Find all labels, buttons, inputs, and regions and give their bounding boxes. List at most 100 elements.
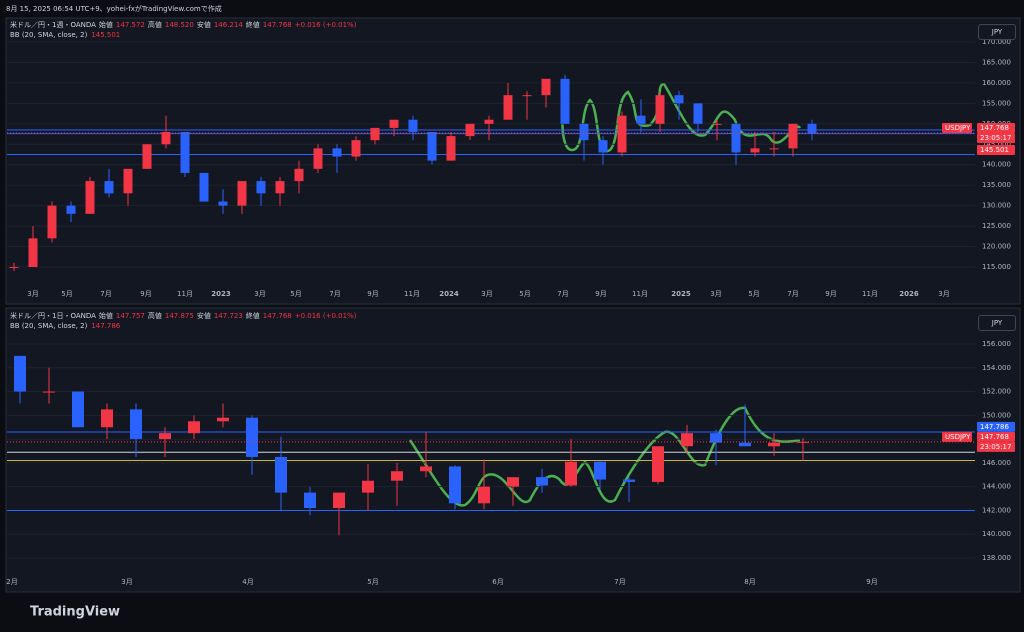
candle-body bbox=[188, 421, 200, 434]
x-tick-label: 2月 bbox=[6, 578, 17, 586]
open-label: 始値 bbox=[98, 312, 113, 320]
y-tick-label: 155.000 bbox=[982, 99, 1011, 107]
candle-body bbox=[14, 355, 26, 392]
last-price: 147.768 bbox=[980, 124, 1009, 132]
x-tick-label: 9月 bbox=[866, 578, 877, 586]
open: 147.572 bbox=[115, 21, 145, 29]
candle-body bbox=[294, 168, 304, 182]
candle-body bbox=[130, 409, 142, 440]
candle-body bbox=[43, 391, 55, 393]
legend-row: 米ドル／円・1週・OANDA 始値 147.572 高値 148.520 安値 146.21… bbox=[10, 20, 359, 30]
low: 147.723 bbox=[213, 312, 243, 320]
symbol: 米ドル／円・1日・OANDA bbox=[10, 312, 96, 320]
open: 147.757 bbox=[115, 312, 145, 320]
symbol: 米ドル／円・1週・OANDA bbox=[10, 21, 96, 29]
candle-body bbox=[712, 123, 722, 125]
candle-body bbox=[104, 181, 114, 194]
candle-body bbox=[218, 201, 228, 206]
candle-body bbox=[85, 181, 95, 214]
candle-body bbox=[623, 479, 635, 482]
x-tick-label: 5月 bbox=[748, 290, 759, 298]
candle-body bbox=[142, 144, 152, 169]
y-tick-label: 140.000 bbox=[982, 530, 1011, 538]
candle-body bbox=[362, 480, 374, 493]
candle-body bbox=[449, 466, 461, 504]
candle-body bbox=[674, 95, 684, 104]
change: +0.016 (+0.01%) bbox=[294, 21, 357, 29]
candle-body bbox=[217, 417, 229, 422]
candle-body bbox=[408, 119, 418, 132]
x-tick-label: 9月 bbox=[367, 290, 378, 298]
candle-body bbox=[391, 471, 403, 481]
candle-body bbox=[731, 123, 741, 153]
x-tick-label: 7月 bbox=[329, 290, 340, 298]
candle-body bbox=[710, 433, 722, 443]
indicator-row: BB (20, SMA, close, 2) 145.501 bbox=[10, 31, 120, 39]
legend-row: 米ドル／円・1日・OANDA 始値 147.757 高値 147.875 安値 147.72… bbox=[10, 311, 359, 321]
bb-price-bg bbox=[977, 144, 1015, 155]
high-label: 高値 bbox=[147, 21, 162, 29]
close: 147.768 bbox=[262, 312, 292, 320]
x-tick-label: 5月 bbox=[367, 578, 378, 586]
y-tick-label: 165.000 bbox=[982, 58, 1011, 66]
y-tick-label: 160.000 bbox=[982, 79, 1011, 87]
x-tick-label: 5月 bbox=[519, 290, 530, 298]
x-tick-label: 2025 bbox=[671, 290, 691, 298]
candle-body bbox=[275, 456, 287, 493]
y-tick-label: 144.000 bbox=[982, 483, 1011, 491]
candle-body bbox=[681, 433, 693, 447]
candle-body bbox=[769, 148, 779, 150]
candle-body bbox=[123, 168, 133, 194]
candle-body bbox=[9, 267, 19, 268]
indicator: BB (20, SMA, close, 2) bbox=[10, 322, 88, 330]
panel-top bbox=[5, 17, 1021, 305]
indicator-row: BB (20, SMA, close, 2) 147.786 bbox=[10, 322, 120, 330]
countdown: 23:05:17 bbox=[980, 134, 1011, 142]
x-tick-label: 2026 bbox=[899, 290, 919, 298]
x-tick-label: 9月 bbox=[140, 290, 151, 298]
candle-body bbox=[522, 95, 532, 97]
high-label: 高値 bbox=[147, 312, 162, 320]
candle-body bbox=[446, 136, 456, 161]
y-tick-label: 125.000 bbox=[982, 222, 1011, 230]
candle-body bbox=[351, 140, 361, 157]
close: 147.768 bbox=[262, 21, 292, 29]
candle-body bbox=[636, 115, 646, 124]
x-tick-label: 2024 bbox=[439, 290, 459, 298]
candle-body bbox=[66, 205, 76, 214]
candle-body bbox=[768, 442, 780, 447]
close-label: 終値 bbox=[245, 312, 260, 320]
x-tick-label: 11月 bbox=[862, 290, 878, 298]
candle-body bbox=[332, 148, 342, 157]
x-tick-label: 11月 bbox=[632, 290, 648, 298]
candle-body bbox=[594, 461, 606, 480]
y-tick-label: 152.000 bbox=[982, 388, 1011, 396]
bb-price-bg bbox=[977, 421, 1015, 432]
x-tick-label: 4月 bbox=[242, 578, 253, 586]
last-price-bg bbox=[977, 431, 1015, 442]
currency-button[interactable]: JPY bbox=[978, 315, 1016, 331]
candle-body bbox=[159, 433, 171, 440]
candle-body bbox=[536, 477, 548, 486]
x-tick-label: 3月 bbox=[121, 578, 132, 586]
candle-body bbox=[256, 181, 266, 194]
ticker: USDJPY bbox=[945, 124, 971, 132]
last-price-bg bbox=[977, 122, 1015, 133]
candle-body bbox=[579, 123, 589, 141]
candle-body bbox=[655, 95, 665, 124]
countdown: 23:05:17 bbox=[980, 443, 1011, 451]
high: 147.875 bbox=[164, 312, 194, 320]
candle-body bbox=[275, 181, 285, 194]
currency-button[interactable]: JPY bbox=[978, 24, 1016, 40]
high: 148.520 bbox=[164, 21, 194, 29]
y-tick-label: 145.000 bbox=[982, 140, 1011, 148]
candle-body bbox=[304, 492, 316, 509]
x-tick-label: 3月 bbox=[254, 290, 265, 298]
y-tick-label: 146.000 bbox=[982, 459, 1011, 467]
candle-body bbox=[465, 123, 475, 137]
candle-body bbox=[180, 132, 190, 173]
indicator-value: 147.786 bbox=[91, 322, 121, 330]
x-tick-label: 7月 bbox=[100, 290, 111, 298]
countdown-bg bbox=[977, 132, 1015, 143]
